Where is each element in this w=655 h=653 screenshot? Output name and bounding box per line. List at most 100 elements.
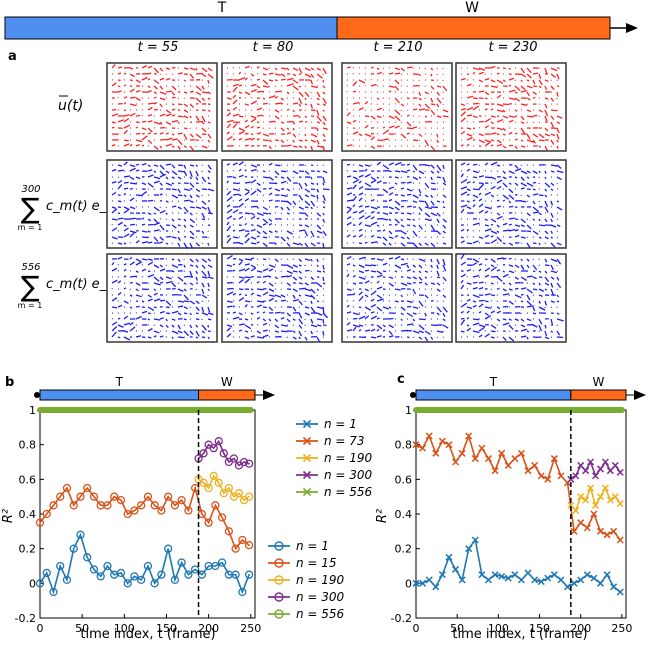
series-n300 [194,437,254,470]
quiver-arrow [292,270,298,273]
quiver-arrow [352,196,357,202]
quiver-arrow [238,242,244,245]
quiver-arrow [280,73,286,77]
legend-marker [274,609,284,619]
quiver-arrow [376,97,380,100]
quiver-arrow [496,306,501,310]
data-point [412,441,420,449]
quiver-arrow [117,221,124,226]
y-tick-label: 0 [29,577,36,590]
quiver-arrow [466,106,474,111]
data-point [217,513,227,522]
quiver-arrow [147,102,155,105]
quiver-arrow [159,236,164,241]
quiver-arrow [412,145,415,148]
quiver-arrow [322,79,325,83]
data-point [511,455,519,463]
quiver-arrow [147,78,151,81]
data-point [438,571,446,579]
quiver-arrow [502,293,510,296]
quiver-arrow [460,191,468,196]
quiver-arrow [460,173,464,178]
quiver-arrow [508,264,514,268]
quiver-arrow [111,306,118,309]
quiver-arrow [171,264,179,269]
quiver-arrow [508,223,512,226]
quiver-arrow [201,218,206,221]
data-point [601,484,609,492]
quiver-arrow [183,127,188,130]
quiver-arrow [508,336,515,342]
quiver-arrow [286,144,292,147]
quiver-arrow [262,236,268,239]
quiver-arrow [141,120,147,123]
quiver-arrow [490,223,494,226]
quiver-arrow [141,268,147,272]
quiver-arrow [466,120,469,123]
y-tick-label: 0.8 [19,439,37,452]
quiver-arrow [364,215,371,220]
quiver-arrow [165,324,169,329]
quiver-arrow [298,103,302,107]
quiver-arrow [135,239,140,244]
quiver-arrow [165,182,173,187]
quiver-arrow [171,120,179,123]
quiver-arrow [382,329,386,332]
data-point [544,574,552,582]
data-point [596,527,605,535]
quiver-arrow [460,253,465,260]
quiver-arrow [538,236,542,240]
quiver-arrow [532,181,537,184]
quiver-arrow [274,276,279,280]
quiver-arrow [141,76,148,81]
quiver-arrow [183,97,186,100]
phase-train [39,389,200,401]
quiver-arrow [195,170,199,177]
quiver-arrow [250,215,256,220]
quiver-arrow [256,235,260,238]
quiver-arrow [496,72,500,75]
quiver-arrow [544,182,551,188]
quiver-arrow [135,176,141,180]
quiver-arrow [135,282,141,287]
quiver-arrow [460,107,467,111]
quiver-arrow [274,170,280,176]
quiver-arrow [310,294,316,300]
quiver-arrow [406,218,411,221]
quiver-arrow [268,212,272,215]
quiver-arrow [400,205,405,208]
quiver-arrow [238,312,243,316]
quiver-arrow [244,330,249,333]
quiver-arrow [490,266,497,272]
quiver-arrow [520,89,528,93]
quiver-arrow [304,224,310,228]
quiver-arrow [358,328,362,332]
quiver-arrow [550,133,556,137]
quiver-arrow [159,276,164,281]
quiver-arrow [201,306,205,313]
quiver-arrow [298,145,303,149]
quiver-arrow [466,102,469,105]
quiver-arrow [490,132,497,135]
data-point [577,576,585,584]
quiver-arrow [147,230,151,233]
quiver-arrow [262,85,270,88]
legend-item: n = 190 [296,451,373,465]
quiver-arrow [316,300,320,303]
quiver-arrow [460,261,467,266]
data-point [62,575,72,585]
quiver-arrow [238,127,245,132]
quiver-arrow [111,297,118,302]
quiver-arrow [508,170,515,175]
quiver-arrow [316,336,320,342]
quiver-arrow [226,254,233,260]
quiver-arrow [232,316,240,320]
quiver-arrow [508,115,516,118]
data-point [209,471,218,481]
quiver-arrow [322,115,327,122]
quiver-arrow [183,115,189,119]
data-point [557,576,565,584]
quiver-arrow [442,85,448,92]
data-point [76,492,85,501]
quiver-arrow [358,174,364,178]
